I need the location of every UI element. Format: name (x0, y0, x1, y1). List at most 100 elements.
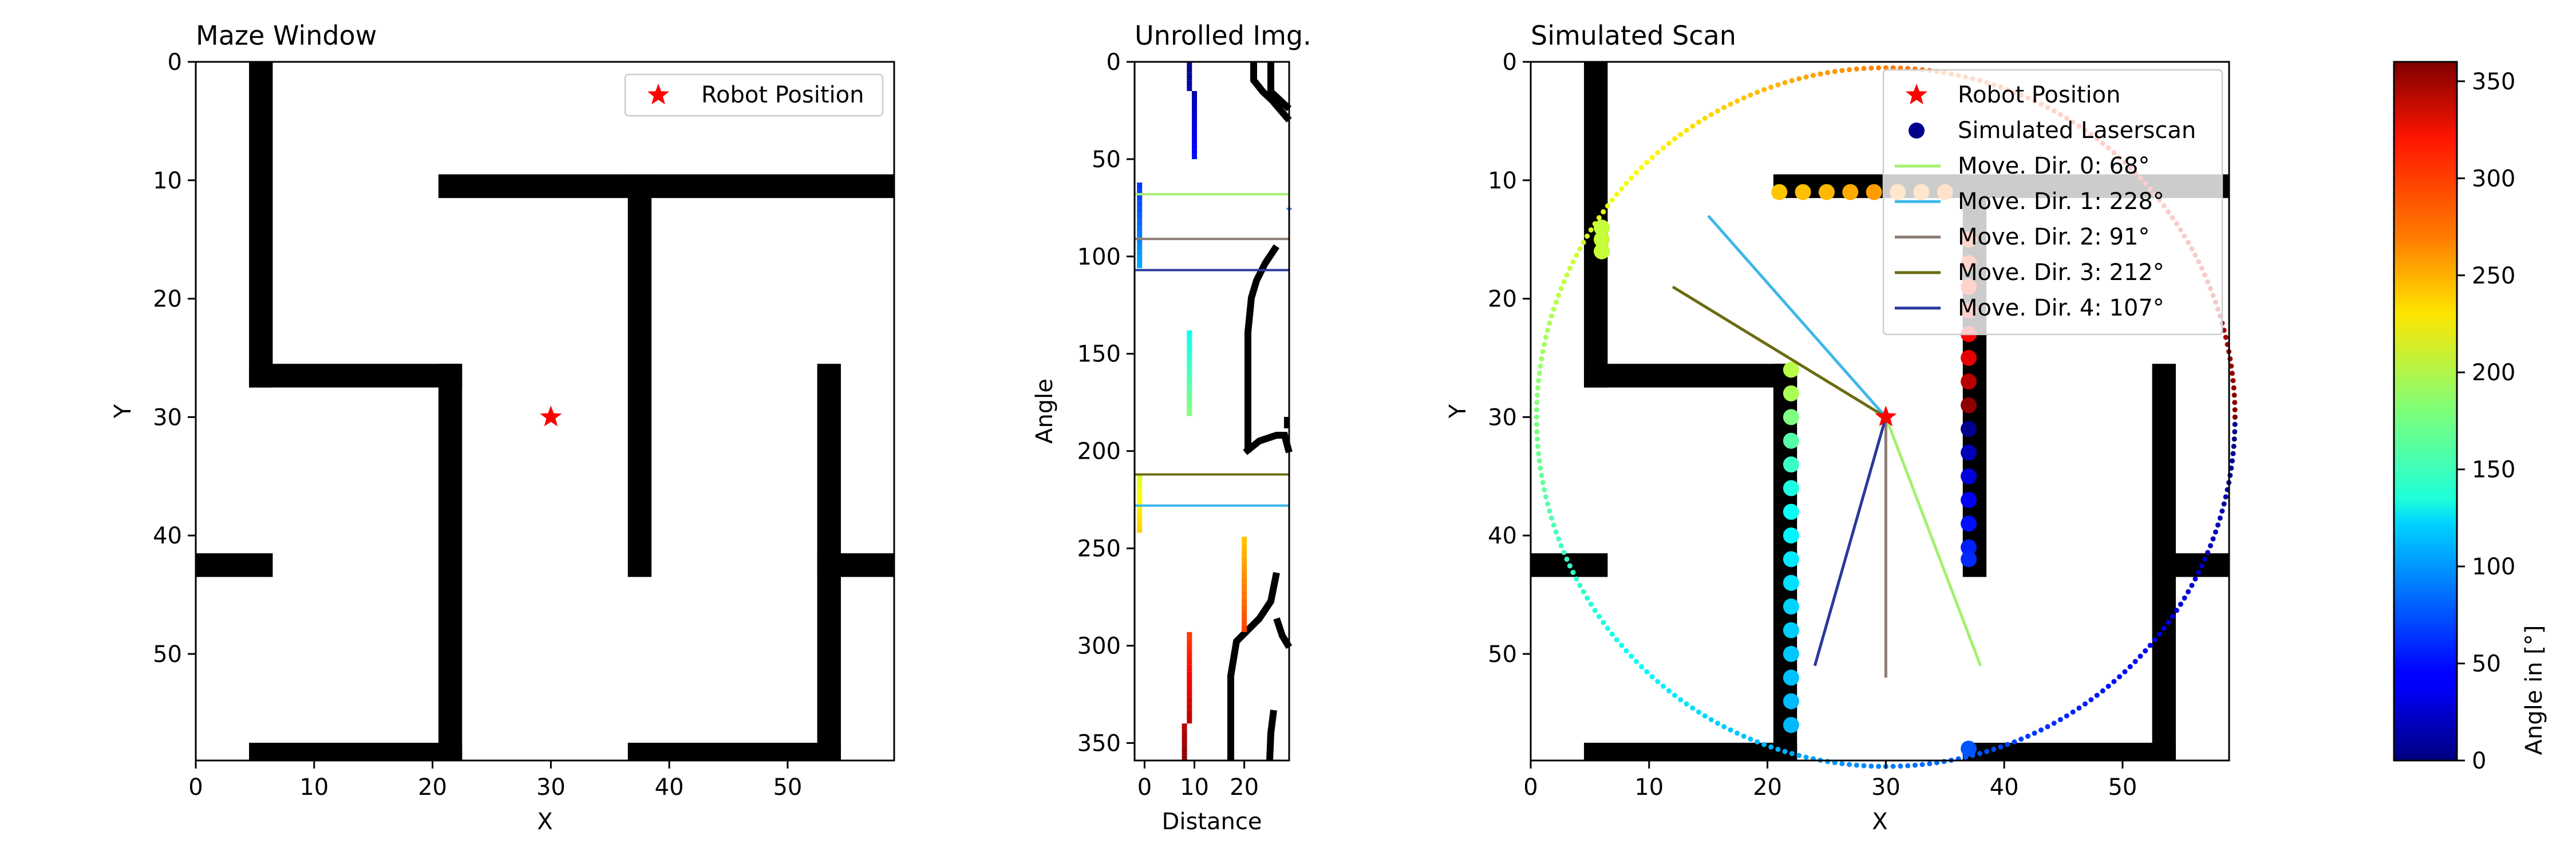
scan-circle-dot (1905, 763, 1911, 769)
scan-circle-dot (1708, 112, 1714, 117)
scan-wall-8 (2152, 553, 2229, 577)
scan-circle-dot (1735, 730, 1740, 736)
laser-hit-point (1961, 539, 1977, 555)
maze-walls (196, 62, 894, 761)
laser-hit-point (1961, 492, 1977, 509)
scan-circle-dot (2005, 742, 2010, 747)
scan-circle-dot (2147, 643, 2153, 648)
scan-circle-dot (1619, 186, 1625, 192)
scan-circle-dot (2223, 334, 2229, 340)
unrolled-y-tick-label: 150 (1077, 341, 1121, 368)
scan-circle-dot (1768, 84, 1774, 90)
scan-y-ticks: 0 10 20 30 40 50 (1488, 49, 1531, 668)
colorbar-tick-label: 100 (2472, 554, 2515, 580)
scan-circle-dot (1539, 356, 1544, 362)
scan-circle-dot (2138, 653, 2143, 659)
unrolled-y-tick-label: 50 (1092, 147, 1121, 173)
laser-hit-point (1783, 551, 1799, 568)
scan-circle-dot (2231, 385, 2237, 391)
scan-circle-dot (1789, 751, 1795, 756)
scan-circle-dot (1883, 65, 1888, 70)
scan-legend-robot-label: Robot Position (1958, 82, 2120, 108)
scan-circle-dot (1536, 451, 1542, 456)
scan-circle-dot (2174, 608, 2179, 613)
scan-circle-dot (2186, 589, 2191, 594)
colorbar-gradient (2393, 61, 2458, 762)
laser-hit-point (1783, 456, 1799, 473)
scan-x-tick-label: 10 (1634, 774, 1664, 801)
scan-circle-dot (2219, 508, 2225, 514)
scan-circle-dot (1684, 127, 1689, 133)
scan-circle-dot (2051, 720, 2057, 726)
scan-circle-dot (1551, 522, 1556, 528)
laser-hit-point (1842, 184, 1859, 200)
scan-circle-dot (1639, 165, 1645, 171)
scan-y-tick-label: 40 (1488, 523, 1517, 549)
scan-circle-dot (2229, 363, 2234, 369)
scan-circle-dot (1553, 300, 1559, 305)
maze-y-tick-label: 50 (153, 641, 182, 668)
scan-legend-dir4-label: Move. Dir. 4: 107° (1958, 295, 2164, 321)
laser-hit-point (1961, 740, 1977, 757)
scan-legend-laser-label: Simulated Laserscan (1958, 117, 2196, 144)
scan-circle-dot (1782, 748, 1788, 754)
scan-circle-dot (1534, 429, 1540, 435)
scan-circle-dot (1839, 761, 1845, 767)
colorbar-tick-label: 50 (2472, 651, 2501, 677)
scan-circle-dot (1574, 576, 1579, 582)
maze-legend-box (624, 73, 884, 117)
scan-circle-dot (1561, 550, 1567, 555)
unrolled-wall-curve-2 (1244, 244, 1279, 452)
scan-circle-dot (1540, 480, 1546, 486)
scan-circle-dot (1661, 145, 1666, 151)
laser-hit-point (1783, 527, 1799, 544)
scan-circle-dot (1558, 286, 1564, 291)
scan-circle-dot (1558, 543, 1564, 549)
scan-circle-dot (1547, 508, 1552, 514)
scan-circle-dot (1789, 78, 1795, 84)
maze-wall-1 (249, 364, 463, 388)
laser-hit-point (1783, 622, 1799, 639)
scan-circle-dot (2032, 730, 2037, 736)
laser-hit-point (1783, 645, 1799, 662)
scan-circle-dot (1832, 69, 1838, 74)
scan-circle-dot (1854, 66, 1859, 72)
scan-wall-3 (1584, 742, 1797, 761)
scan-circle-dot (1534, 407, 1539, 413)
scan-circle-dot (2231, 436, 2237, 442)
scan-circle-dot (1861, 66, 1867, 72)
scan-circle-dot (1542, 342, 1547, 348)
scan-circle-dot (1536, 371, 1542, 376)
scan-wall-1 (1584, 364, 1797, 388)
scan-circle-dot (1536, 458, 1542, 464)
scan-circle-dot (1796, 76, 1802, 82)
maze-wall-5 (438, 174, 894, 198)
maze-x-tick-label: 0 (188, 774, 203, 801)
scan-x-tick-label: 40 (1990, 774, 2019, 801)
scan-circle-dot (1574, 253, 1579, 258)
scan-y-tick-label: 50 (1488, 641, 1517, 668)
scan-circle-dot (2012, 739, 2017, 745)
scan-circle-dot (1927, 761, 1933, 767)
scan-circle-dot (1714, 108, 1720, 114)
scan-circle-dot (2231, 443, 2237, 449)
scan-circle-dot (2199, 563, 2204, 569)
scan-circle-dot (1868, 763, 1874, 769)
scan-circle-dot (1545, 328, 1551, 333)
unrolled-axes-frame (1133, 61, 1290, 762)
scan-circle-dot (1854, 762, 1859, 768)
scan-circle-dot (2196, 570, 2202, 576)
scan-circle-dot (1702, 713, 1708, 719)
scan-y-tick-label: 10 (1488, 168, 1517, 194)
scan-circle-dot (1644, 669, 1650, 675)
scan-circle-dot (1672, 136, 1678, 141)
scan-circle-dot (2231, 392, 2237, 398)
laser-hit-point (1783, 361, 1799, 378)
scan-circle-dot (1551, 306, 1556, 312)
scan-circle-dot (1570, 259, 1576, 265)
scan-circle-dot (1547, 320, 1552, 326)
unrolled-wall-curve-0 (1267, 62, 1292, 112)
scan-circle-dot (1761, 87, 1767, 93)
scan-circle-dot (1890, 763, 1896, 769)
